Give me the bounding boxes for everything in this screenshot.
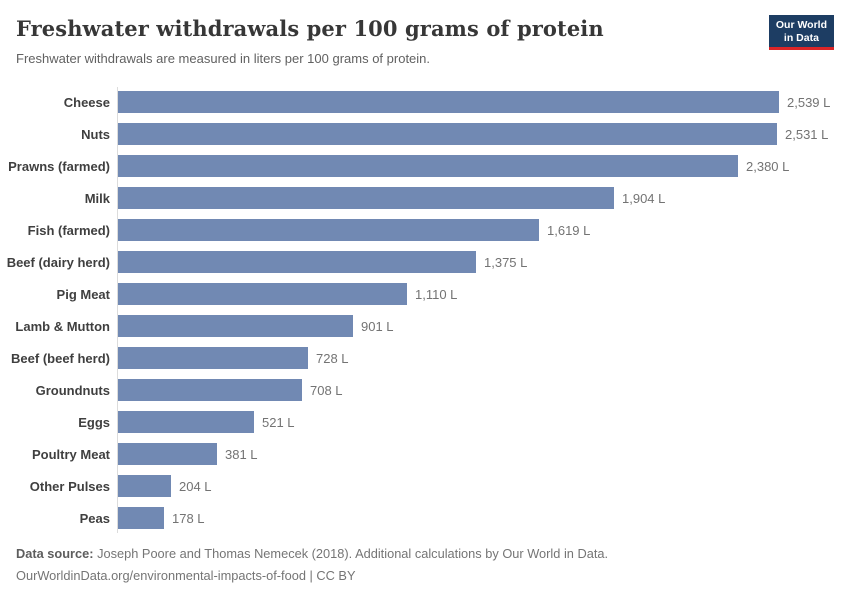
category-label: Lamb & Mutton bbox=[15, 318, 110, 334]
bar[interactable] bbox=[118, 443, 217, 465]
value-label: 2,539 L bbox=[787, 94, 831, 110]
chart-row: Eggs 521 L bbox=[0, 411, 850, 433]
bar[interactable] bbox=[118, 507, 164, 529]
chart-row: Beef (dairy herd) 1,375 L bbox=[0, 251, 850, 273]
value-label: 1,904 L bbox=[622, 190, 666, 206]
value-label: 901 L bbox=[361, 318, 394, 334]
chart-row: Beef (beef herd) 728 L bbox=[0, 347, 850, 369]
category-label: Poultry Meat bbox=[31, 446, 110, 462]
value-label: 521 L bbox=[262, 414, 295, 430]
bar[interactable] bbox=[118, 347, 308, 369]
data-source-line: Data source: Joseph Poore and Thomas Nem… bbox=[16, 543, 836, 565]
category-label: Cheese bbox=[63, 94, 110, 110]
bar[interactable] bbox=[118, 379, 302, 401]
chart-row: Nuts 2,531 L bbox=[0, 123, 850, 145]
chart-row: Lamb & Mutton 901 L bbox=[0, 315, 850, 337]
owid-logo[interactable]: Our World in Data bbox=[768, 15, 834, 50]
chart-row: Poultry Meat 381 L bbox=[0, 443, 850, 465]
category-label: Prawns (farmed) bbox=[8, 158, 110, 174]
value-label: 381 L bbox=[225, 446, 258, 462]
bar[interactable] bbox=[118, 283, 407, 305]
value-label: 728 L bbox=[316, 350, 349, 366]
category-label: Milk bbox=[84, 190, 110, 206]
chart-row: Other Pulses 204 L bbox=[0, 475, 850, 497]
category-label: Beef (dairy herd) bbox=[6, 254, 110, 270]
bar[interactable] bbox=[118, 187, 614, 209]
category-label: Other Pulses bbox=[29, 478, 110, 494]
category-label: Fish (farmed) bbox=[27, 222, 110, 238]
data-source-label: Data source: bbox=[16, 546, 94, 561]
value-label: 1,375 L bbox=[484, 254, 528, 270]
category-label: Eggs bbox=[78, 414, 110, 430]
value-label: 204 L bbox=[179, 478, 212, 494]
chart-row: Milk 1,904 L bbox=[0, 187, 850, 209]
bar[interactable] bbox=[118, 315, 353, 337]
chart-row: Cheese 2,539 L bbox=[0, 91, 850, 113]
bar[interactable] bbox=[118, 123, 777, 145]
value-label: 2,531 L bbox=[785, 126, 829, 142]
chart-row: Pig Meat 1,110 L bbox=[0, 283, 850, 305]
header: Freshwater withdrawals per 100 grams of … bbox=[16, 14, 756, 67]
category-label: Peas bbox=[79, 510, 110, 526]
chart-row: Peas 178 L bbox=[0, 507, 850, 529]
chart-title: Freshwater withdrawals per 100 grams of … bbox=[16, 16, 604, 41]
owid-logo-line2: in Data bbox=[783, 31, 819, 44]
owid-logo-line1: Our World bbox=[775, 19, 827, 31]
bar-chart: Cheese 2,539 L Nuts 2,531 L Prawns (farm… bbox=[0, 87, 850, 533]
bar[interactable] bbox=[118, 155, 738, 177]
y-axis-line bbox=[117, 87, 118, 533]
bar[interactable] bbox=[118, 219, 539, 241]
value-label: 1,110 L bbox=[415, 286, 458, 302]
footer-url-line[interactable]: OurWorldinData.org/environmental-impacts… bbox=[16, 567, 356, 583]
bar[interactable] bbox=[118, 91, 779, 113]
bar[interactable] bbox=[118, 251, 476, 273]
value-label: 1,619 L bbox=[547, 222, 591, 238]
bar[interactable] bbox=[118, 411, 254, 433]
value-label: 708 L bbox=[310, 382, 343, 398]
bar[interactable] bbox=[118, 475, 171, 497]
chart-subtitle: Freshwater withdrawals are measured in l… bbox=[16, 51, 431, 66]
value-label: 178 L bbox=[172, 510, 205, 526]
chart-row: Groundnuts 708 L bbox=[0, 379, 850, 401]
data-source-text: Joseph Poore and Thomas Nemecek (2018). … bbox=[93, 546, 609, 561]
category-label: Nuts bbox=[81, 126, 110, 142]
chart-rows: Cheese 2,539 L Nuts 2,531 L Prawns (farm… bbox=[0, 91, 850, 529]
category-label: Pig Meat bbox=[56, 286, 110, 302]
value-label: 2,380 L bbox=[746, 158, 790, 174]
chart-row: Fish (farmed) 1,619 L bbox=[0, 219, 850, 241]
category-label: Groundnuts bbox=[35, 382, 110, 398]
footer: Data source: Joseph Poore and Thomas Nem… bbox=[16, 543, 836, 586]
category-label: Beef (beef herd) bbox=[11, 350, 110, 366]
chart-row: Prawns (farmed) 2,380 L bbox=[0, 155, 850, 177]
